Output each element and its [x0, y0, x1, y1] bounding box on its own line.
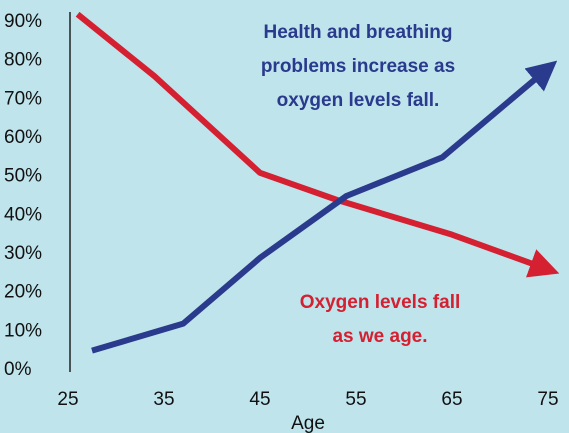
y-tick-label: 30% [4, 243, 42, 264]
x-tick-label: 55 [345, 389, 366, 410]
annotation: problems increase as [261, 56, 455, 77]
y-tick-label: 70% [4, 88, 42, 109]
annotation: Health and breathing [264, 22, 453, 43]
x-axis-label: Age [291, 413, 325, 433]
annotation: oxygen levels fall. [277, 90, 440, 111]
x-tick-label: 25 [57, 389, 78, 410]
chart: Age 0% 10% 20% 30% 40% 50% 60% 70% 80% 90% 25 35 45 5… [0, 0, 569, 433]
y-tick-label: 90% [4, 11, 42, 32]
y-tick-label: 40% [4, 204, 42, 225]
x-tick-label: 65 [441, 389, 462, 410]
x-tick-label: 45 [249, 389, 270, 410]
y-tick-label: 80% [4, 50, 42, 71]
x-tick-label: 35 [153, 389, 174, 410]
y-tick-label: 50% [4, 166, 42, 187]
annotation: Oxygen levels fall [300, 292, 461, 313]
y-tick-label: 20% [4, 282, 42, 303]
annotation: as we age. [332, 326, 427, 347]
y-tick-label: 10% [4, 320, 42, 341]
y-tick-label: 60% [4, 127, 42, 148]
x-tick-label: 75 [537, 389, 558, 410]
y-tick-label: 0% [4, 359, 32, 380]
line-series [78, 14, 548, 269]
